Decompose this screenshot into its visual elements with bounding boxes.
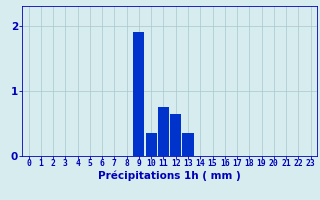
X-axis label: Précipitations 1h ( mm ): Précipitations 1h ( mm ) bbox=[98, 171, 241, 181]
Bar bbox=[146, 133, 157, 156]
Bar bbox=[133, 32, 144, 156]
Bar bbox=[182, 133, 194, 156]
Bar bbox=[170, 114, 181, 156]
Bar bbox=[158, 107, 169, 156]
